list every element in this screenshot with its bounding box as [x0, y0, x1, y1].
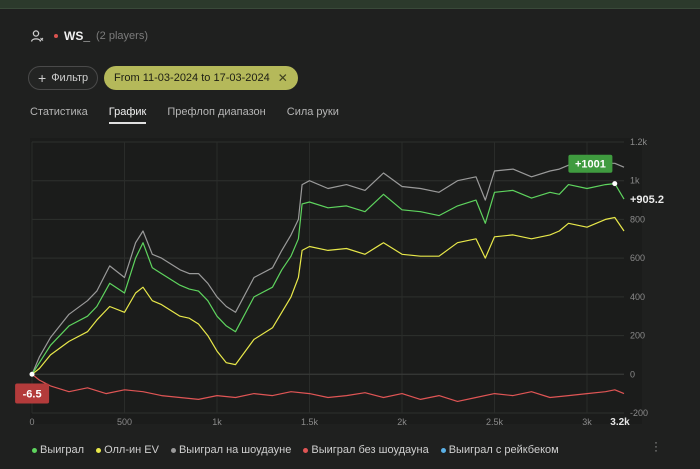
tab-hand-strength[interactable]: Сила руки [286, 106, 339, 118]
right-value-label: +905.2 [630, 194, 664, 206]
tab-statistics[interactable]: Статистика [30, 106, 88, 118]
more-options-icon[interactable]: · · · [654, 435, 658, 457]
tab-preflop-range[interactable]: Префлоп диапазон [167, 106, 266, 118]
tab-graph[interactable]: График [108, 106, 147, 124]
legend-item-allin-ev[interactable]: Олл-ин EV [96, 444, 159, 456]
legend-dot [170, 447, 176, 453]
tab-bar: Статистика График Префлоп диапазон Сила … [30, 106, 360, 124]
bottom-badge-label: -6.5 [23, 389, 42, 401]
start-point [29, 371, 35, 377]
legend: Выиграл Олл-ин EV Выиграл на шоудауне Вы… [32, 444, 559, 456]
series-line [31, 373, 625, 402]
profit-chart[interactable]: -200 0 200 400 600 800 1k 1.2k 0 500 1k 1.5k 2k 2.5k 3… [14, 128, 700, 428]
hover-point [612, 181, 618, 187]
legend-item-won[interactable]: Выиграл [32, 444, 84, 456]
x-tick-label: 0 [29, 417, 34, 427]
y-tick-label: 600 [630, 253, 645, 263]
close-icon[interactable]: ✕ [277, 71, 288, 85]
user-icon [30, 30, 44, 42]
y-tick-label: 800 [630, 214, 645, 224]
legend-item-rakeback[interactable]: Выиграл с рейкбеком [440, 444, 559, 456]
x-tick-label: 1k [212, 417, 222, 427]
filter-button[interactable]: + Фильтр [28, 66, 99, 90]
series-line [31, 162, 625, 375]
legend-item-showdown[interactable]: Выиграл на шоудауне [170, 444, 291, 456]
y-tick-label: -200 [630, 408, 648, 418]
top-badge-label: +1001 [575, 159, 606, 171]
x-tick-label: 3k [582, 417, 592, 427]
series-line [31, 216, 625, 375]
status-dot [54, 34, 58, 38]
y-tick-label: 0 [630, 369, 635, 379]
plus-icon: + [38, 70, 47, 86]
y-tick-label: 400 [630, 292, 645, 302]
x-tick-label: 2.5k [486, 417, 504, 427]
legend-item-non-showdown[interactable]: Выиграл без шоудауна [303, 444, 429, 456]
header: WS_ (2 players) [30, 26, 148, 46]
filter-label: Фильтр [51, 72, 89, 84]
legend-dot [32, 447, 37, 453]
legend-dot [440, 447, 446, 453]
y-tick-label: 200 [630, 331, 645, 341]
legend-dot [96, 447, 102, 453]
date-range-label: From 11-03-2024 to 17-03-2024 [114, 72, 270, 84]
x-tick-label: 500 [117, 417, 132, 427]
user-name: WS_ [64, 29, 91, 43]
y-tick-label: 1k [630, 176, 640, 186]
x-last-label: 3.2k [610, 417, 630, 428]
legend-dot [303, 447, 309, 453]
date-range-chip[interactable]: From 11-03-2024 to 17-03-2024 ✕ [104, 66, 298, 90]
bottom-badge [15, 383, 50, 404]
y-tick-label: 1.2k [630, 137, 648, 147]
x-tick-label: 2k [397, 417, 407, 427]
chart-area: -200 0 200 400 600 800 1k 1.2k 0 500 1k 1.5k 2k 2.5k 3… [14, 128, 700, 428]
top-bar [0, 0, 700, 9]
chart-background [30, 138, 642, 424]
top-badge [568, 154, 613, 173]
players-count: (2 players) [96, 30, 148, 42]
x-tick-label: 1.5k [301, 417, 319, 427]
series-line [31, 182, 625, 375]
